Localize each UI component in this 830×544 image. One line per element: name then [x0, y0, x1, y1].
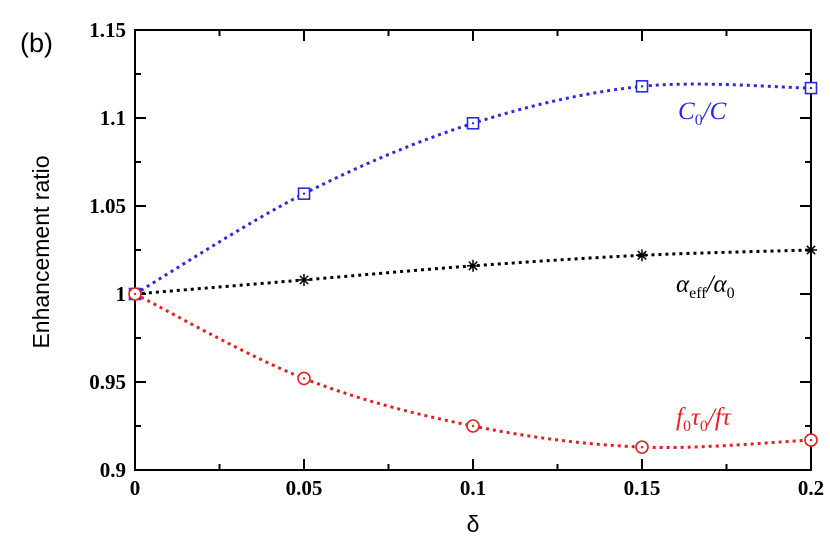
x-tick-label: 0	[130, 476, 141, 500]
series-label-c0-sub: 0	[695, 112, 703, 129]
series-label-c0-main: C	[678, 98, 695, 125]
y-tick-label: 1.1	[100, 106, 126, 130]
series-label-c0: C0/C	[678, 98, 727, 129]
data-point-dot-c0	[471, 122, 475, 125]
series-label-alpha-rest: /α	[705, 271, 728, 298]
series-label-alpha: αeff/α0	[676, 271, 735, 302]
y-axis-title: Enhancement ratio	[28, 155, 54, 348]
data-point-dot-c0	[809, 86, 813, 90]
data-point-alpha	[467, 259, 479, 272]
data-point-dot-ftau	[809, 438, 813, 442]
x-axis-title: δ	[467, 511, 480, 537]
x-tick-label: 0.2	[798, 476, 824, 500]
series-label-ftau-sub2: 0	[700, 418, 708, 435]
y-tick-label: 1	[116, 282, 127, 306]
y-tick-label: 1.15	[89, 18, 126, 42]
series-label-c0-rest: /C	[701, 98, 727, 125]
data-point-dot-c0	[302, 192, 306, 195]
x-axis: 0 0.05 0.1 0.15 0.2	[130, 30, 824, 500]
series-label-ftau-sub: 0	[683, 418, 691, 435]
x-tick-label: 0.1	[460, 476, 486, 500]
series-label-alpha-main: α	[676, 271, 690, 298]
series-label-ftau-rest: /fτ	[706, 404, 732, 431]
x-tick-label: 0.05	[286, 476, 323, 500]
data-point-alpha	[805, 244, 817, 256]
data-point-dot-ftau	[133, 292, 137, 296]
y-tick-label: 0.9	[100, 458, 126, 482]
data-point-alpha	[298, 273, 310, 286]
series-label-alpha-sub: eff	[689, 285, 707, 302]
y-axis: 0.9 0.95 1 1.05 1.1 1.15	[89, 18, 811, 482]
y-tick-label: 0.95	[89, 370, 126, 394]
data-point-dot-ftau	[302, 377, 306, 380]
series-label-ftau-mid: τ	[691, 404, 701, 431]
data-point-dot-ftau	[471, 424, 475, 428]
panel-label: (b)	[20, 28, 53, 58]
data-point-dot-c0	[640, 85, 644, 88]
series-markers	[128, 80, 818, 454]
y-tick-label: 1.05	[89, 194, 126, 218]
series-label-alpha-sub2: 0	[727, 285, 735, 302]
data-point-dot-ftau	[640, 445, 644, 449]
series-label-ftau-main: f	[676, 404, 686, 431]
x-tick-label: 0.15	[624, 476, 661, 500]
data-point-alpha	[636, 249, 648, 262]
series-label-ftau: f0τ0/fτ	[676, 404, 732, 435]
